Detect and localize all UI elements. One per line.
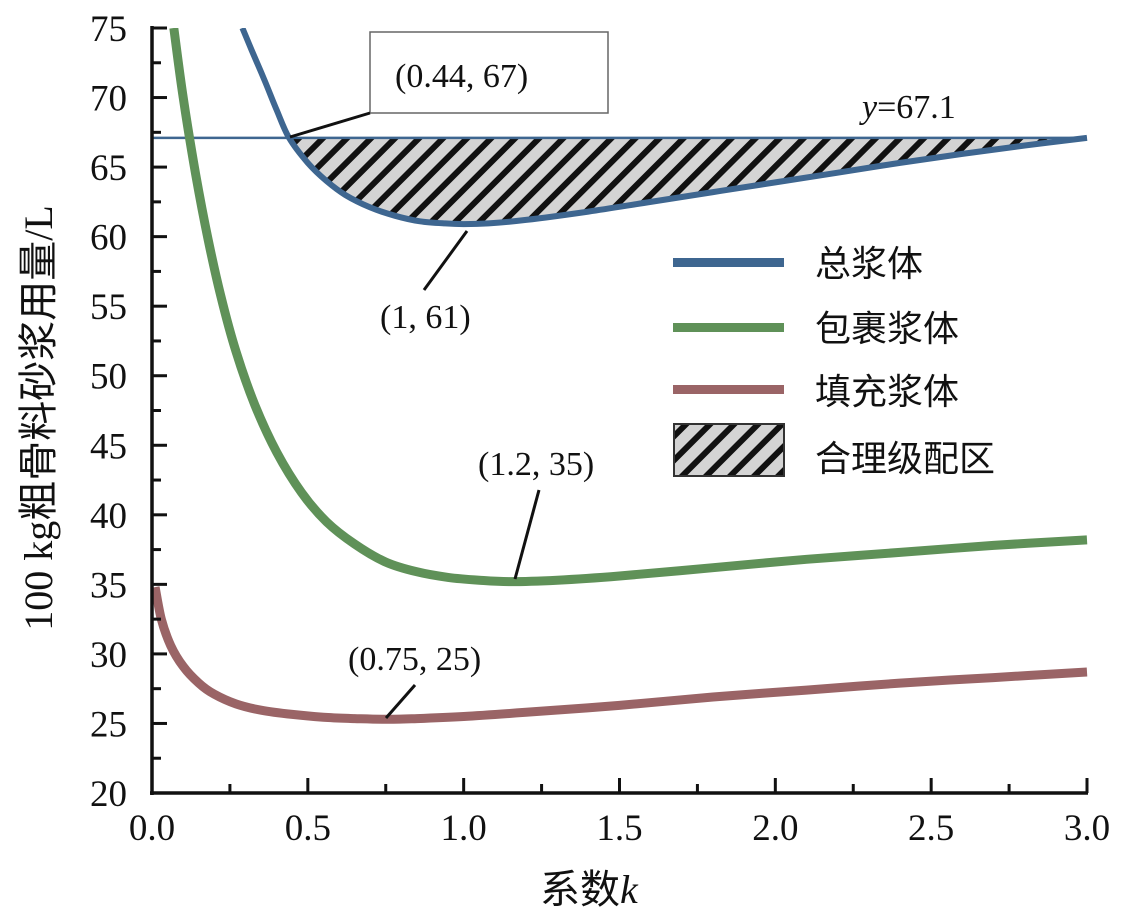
legend-swatch-region — [673, 423, 785, 477]
y-tick-label: 40 — [90, 496, 127, 537]
annotation-label-0: (0.44, 67) — [395, 58, 528, 95]
shaded-region — [289, 137, 1088, 225]
x-tick-label: 0.5 — [285, 808, 331, 849]
x-axis-title-var: k — [620, 867, 639, 912]
annotation-label-1: (1, 61) — [380, 299, 471, 336]
x-tick-label: 2.0 — [752, 808, 798, 849]
legend-item-total[interactable]: 总浆体 — [673, 244, 923, 285]
x-tick-label: 0.0 — [129, 808, 175, 849]
legend-swatch-total — [673, 258, 784, 267]
annotation-leader-1 — [422, 230, 469, 291]
y-tick-label: 70 — [90, 79, 127, 120]
legend: 总浆体 包裹浆体 填充浆体 合理级配区 — [673, 244, 995, 480]
y-tick-label: 75 — [90, 9, 127, 50]
legend-swatch-wrap — [673, 323, 784, 332]
hline-label: y=67.1 — [859, 89, 956, 126]
hline-label-var: y — [859, 89, 878, 126]
y-axis-title: 100 kg粗骨料砂浆用量/L — [16, 205, 61, 631]
legend-label-wrap: 包裹浆体 — [815, 309, 959, 350]
x-tick-label: 2.5 — [908, 808, 954, 849]
legend-item-wrap[interactable]: 包裹浆体 — [673, 309, 959, 350]
y-tick-label: 60 — [90, 218, 127, 259]
legend-label-total: 总浆体 — [815, 244, 923, 285]
legend-label-fill: 填充浆体 — [815, 372, 959, 413]
annotation-leader-3 — [384, 684, 417, 719]
legend-label-region: 合理级配区 — [815, 439, 995, 480]
y-tick-label: 25 — [90, 704, 127, 745]
annotation-leader-2 — [513, 489, 541, 580]
annotation-leader-0 — [289, 111, 371, 139]
y-tick-label: 55 — [90, 287, 127, 328]
y-tick-label: 65 — [90, 148, 127, 189]
annotation-box — [369, 31, 609, 114]
y-tick-label: 50 — [90, 357, 127, 398]
hline-label-value: =67.1 — [877, 89, 956, 126]
y-tick-label: 20 — [90, 774, 127, 815]
y-tick-label: 35 — [90, 565, 127, 606]
legend-item-fill[interactable]: 填充浆体 — [673, 372, 959, 413]
x-tick-label: 1.0 — [441, 808, 487, 849]
y-tick-label: 30 — [90, 635, 127, 676]
x-axis-title: 系数k — [540, 867, 639, 912]
legend-item-region[interactable]: 合理级配区 — [673, 423, 995, 480]
annotation-label-3: (0.75, 25) — [348, 641, 481, 678]
x-tick-label: 1.5 — [596, 808, 642, 849]
series-total-paste — [239, 28, 1088, 228]
x-axis-title-prefix: 系数 — [540, 867, 620, 912]
series-fill-paste — [152, 586, 1088, 724]
legend-swatch-fill — [673, 385, 784, 394]
series-wrap-paste — [169, 28, 1088, 587]
x-tick-label: 3.0 — [1064, 808, 1110, 849]
y-tick-label: 45 — [90, 426, 127, 467]
annotation-label-2: (1.2, 35) — [478, 446, 594, 483]
